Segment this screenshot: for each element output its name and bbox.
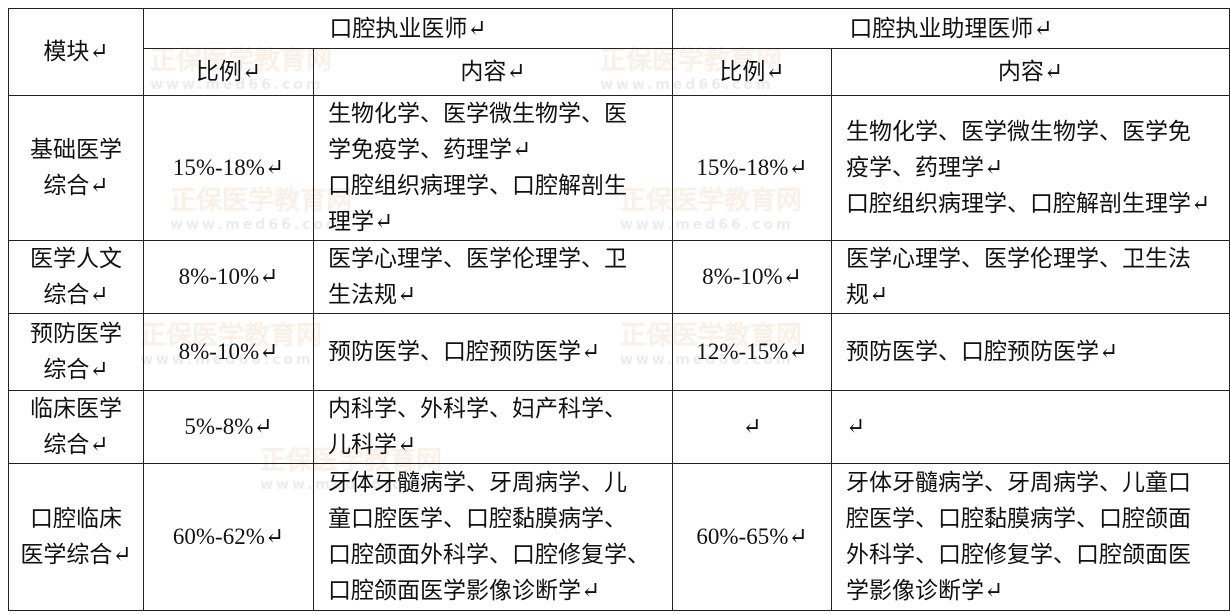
header-content-text: 内容↵	[460, 59, 526, 84]
module-cell: 预防医学综合↵	[8, 313, 144, 391]
cell-line: 童口腔医学、口腔黏膜病学、	[328, 506, 627, 531]
cell-line: 生法规↵	[328, 282, 417, 307]
header-module: 模块↵	[8, 8, 144, 96]
cell-line: 理学↵	[328, 209, 394, 234]
cell-line: 预防医学、口腔预防医学↵	[328, 339, 601, 364]
cell-text: 60%-62%↵	[172, 524, 285, 549]
cell-line: 生物化学、医学微生物学、医	[328, 101, 627, 126]
cell-text: 15%-18%↵	[172, 155, 285, 180]
cell-line: 医学综合↵	[20, 542, 132, 567]
cell-text: 8%-10%↵	[702, 264, 802, 289]
cell-line: 口腔颌面外科学、口腔修复学、	[328, 542, 650, 567]
cell-line: 学免疫学、药理学↵	[328, 137, 532, 162]
practitioner-ratio-cell: 8%-10%↵	[143, 313, 314, 391]
practitioner-content-cell: 预防医学、口腔预防医学↵	[313, 313, 673, 391]
header-practitioner-text: 口腔执业医师↵	[329, 15, 487, 41]
header-content-text: 内容↵	[997, 59, 1064, 84]
table-row: 临床医学综合↵ 5%-8%↵ 内科学、外科学、妇产科学、 儿科学↵ ↵ ↵	[8, 390, 1230, 464]
cell-line: 医学人文	[30, 246, 122, 271]
practitioner-ratio-cell: 15%-18%↵	[143, 95, 314, 241]
practitioner-ratio-cell: 8%-10%↵	[143, 240, 314, 314]
assistant-ratio-cell: 15%-18%↵	[672, 95, 832, 241]
cell-line: 综合↵	[43, 173, 109, 198]
table-row: 口腔临床医学综合↵ 60%-62%↵ 牙体牙髓病学、牙周病学、儿 童口腔医学、口腔黏膜…	[8, 463, 1230, 611]
practitioner-ratio-cell: 60%-62%↵	[143, 463, 314, 611]
module-cell: 临床医学综合↵	[8, 390, 144, 464]
header-module-text: 模块↵	[43, 39, 109, 64]
cell-line: 综合↵	[43, 282, 109, 307]
cell-line: 规↵	[846, 282, 889, 307]
cell-line: 口腔组织病理学、口腔解剖生	[328, 173, 627, 198]
exam-structure-table: 模块↵ 口腔执业医师↵ 口腔执业助理医师↵ 比例↵ 内容↵ 比例↵ 内容↵ 基础…	[8, 8, 1230, 611]
header-practitioner: 口腔执业医师↵	[143, 8, 673, 49]
cell-line: 综合↵	[43, 357, 109, 382]
cell-line: 内科学、外科学、妇产科学、	[328, 396, 627, 421]
assistant-content-cell: 生物化学、医学微生物学、医学免 疫学、药理学↵ 口腔组织病理学、口腔解剖生理学↵	[831, 95, 1230, 241]
cell-line: 医学心理学、医学伦理学、卫生法	[846, 246, 1191, 271]
module-cell: 医学人文综合↵	[8, 240, 144, 314]
cell-line: 牙体牙髓病学、牙周病学、儿童口	[846, 470, 1191, 495]
cell-text: 15%-18%↵	[696, 155, 808, 180]
assistant-ratio-cell: 60%-65%↵	[672, 463, 832, 611]
header-ratio-text: 比例↵	[195, 59, 262, 84]
practitioner-content-cell: 内科学、外科学、妇产科学、 儿科学↵	[313, 390, 673, 464]
cell-text: 8%-10%↵	[178, 339, 279, 364]
cell-line: 口腔颌面医学影像诊断学↵	[328, 578, 601, 603]
practitioner-ratio-cell: 5%-8%↵	[143, 390, 314, 464]
header-assistant-text: 口腔执业助理医师↵	[849, 15, 1053, 41]
header-assistant: 口腔执业助理医师↵	[672, 8, 1230, 49]
practitioner-content-cell: 生物化学、医学微生物学、医 学免疫学、药理学↵ 口腔组织病理学、口腔解剖生 理学↵	[313, 95, 673, 241]
cell-line: 综合↵	[43, 432, 109, 457]
cell-line: 口腔组织病理学、口腔解剖生理学↵	[846, 191, 1211, 216]
cell-line: 疫学、药理学↵	[846, 155, 1004, 180]
assistant-ratio-cell: ↵	[672, 390, 832, 464]
module-cell: 基础医学综合↵	[8, 95, 144, 241]
header-assistant-ratio: 比例↵	[672, 48, 832, 96]
cell-line: 口腔临床	[30, 506, 122, 531]
assistant-content-cell: 牙体牙髓病学、牙周病学、儿童口 腔医学、口腔黏膜病学、口腔颌面 外科学、口腔修复学、…	[831, 463, 1230, 611]
table-row: 基础医学综合↵ 15%-18%↵ 生物化学、医学微生物学、医 学免疫学、药理学↵ 口腔组…	[8, 95, 1230, 241]
table-row: 医学人文综合↵ 8%-10%↵ 医学心理学、医学伦理学、卫 生法规↵ 8%-10%↵ 医学…	[8, 240, 1230, 314]
cell-line: ↵	[846, 414, 866, 439]
cell-line: 学影像诊断学↵	[846, 578, 1004, 603]
cell-line: 基础医学	[30, 137, 122, 162]
cell-text: ↵	[742, 414, 762, 439]
cell-text: 12%-15%↵	[696, 339, 808, 364]
header-ratio-text: 比例↵	[719, 59, 785, 84]
header-assistant-content: 内容↵	[831, 48, 1230, 96]
cell-line: 生物化学、医学微生物学、医学免	[846, 119, 1191, 144]
cell-text: 8%-10%↵	[178, 264, 279, 289]
cell-line: 外科学、口腔修复学、口腔颌面医	[846, 542, 1191, 567]
cell-line: 预防医学、口腔预防医学↵	[846, 339, 1119, 364]
cell-line: 牙体牙髓病学、牙周病学、儿	[328, 470, 627, 495]
cell-line: 预防医学	[30, 321, 122, 346]
practitioner-content-cell: 牙体牙髓病学、牙周病学、儿 童口腔医学、口腔黏膜病学、 口腔颌面外科学、口腔修复学、…	[313, 463, 673, 611]
header-practitioner-content: 内容↵	[313, 48, 673, 96]
cell-line: 儿科学↵	[328, 432, 417, 457]
table-body: 基础医学综合↵ 15%-18%↵ 生物化学、医学微生物学、医 学免疫学、药理学↵ 口腔组…	[8, 95, 1230, 611]
header-practitioner-ratio: 比例↵	[143, 48, 314, 96]
assistant-ratio-cell: 8%-10%↵	[672, 240, 832, 314]
cell-line: 医学心理学、医学伦理学、卫	[328, 246, 627, 271]
module-cell: 口腔临床医学综合↵	[8, 463, 144, 611]
cell-line: 腔医学、口腔黏膜病学、口腔颌面	[846, 506, 1191, 531]
table-row: 预防医学综合↵ 8%-10%↵ 预防医学、口腔预防医学↵ 12%-15%↵ 预防医学、口…	[8, 313, 1230, 391]
assistant-content-cell: ↵	[831, 390, 1230, 464]
cell-text: 60%-65%↵	[696, 524, 808, 549]
assistant-content-cell: 预防医学、口腔预防医学↵	[831, 313, 1230, 391]
assistant-ratio-cell: 12%-15%↵	[672, 313, 832, 391]
cell-text: 5%-8%↵	[184, 414, 273, 439]
cell-line: 临床医学	[30, 396, 122, 421]
assistant-content-cell: 医学心理学、医学伦理学、卫生法 规↵	[831, 240, 1230, 314]
practitioner-content-cell: 医学心理学、医学伦理学、卫 生法规↵	[313, 240, 673, 314]
